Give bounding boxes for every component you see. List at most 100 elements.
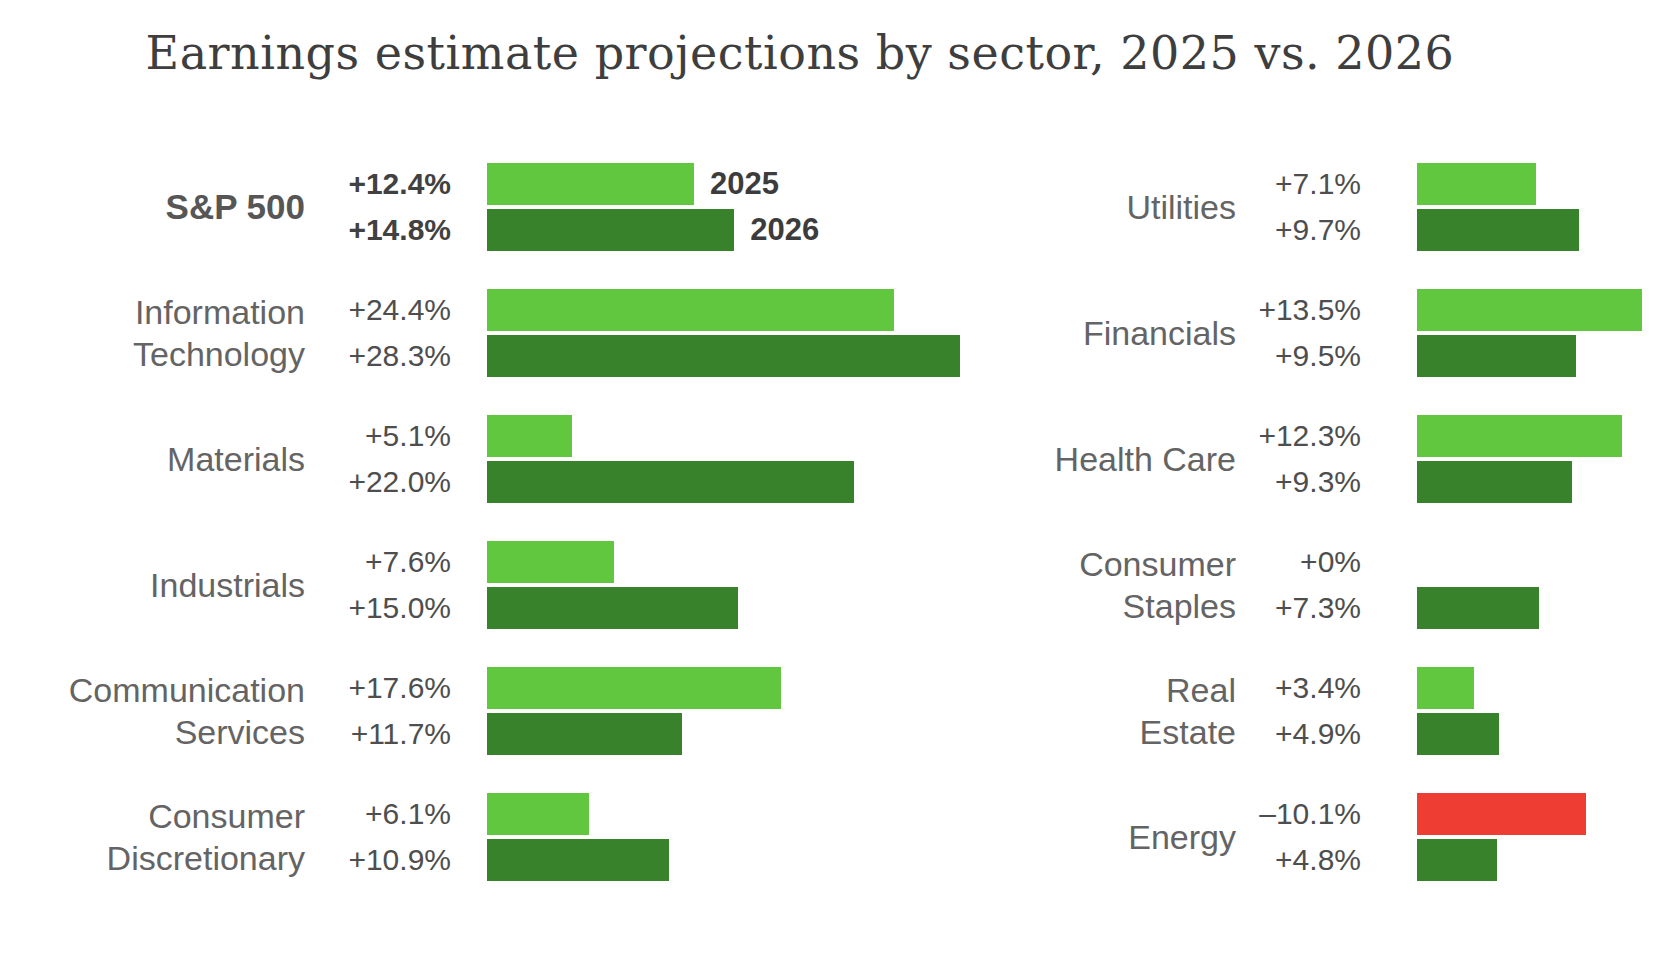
value-label-2026: +28.3% [305, 339, 487, 373]
bar-pair: +7.6% +15.0% [305, 539, 738, 631]
row-industrials: Industrials +7.6% +15.0% [0, 522, 1040, 648]
value-label-2026: +4.9% [1236, 717, 1417, 751]
bar-2025 [487, 793, 589, 835]
sector-label: Financials [930, 312, 1236, 355]
sector-label: Real Estate [930, 669, 1236, 754]
value-label-2026: +14.8% [305, 213, 487, 247]
bar-2025 [1417, 667, 1474, 709]
bar-pair: +12.4% 2025 +14.8% 2026 [305, 161, 819, 253]
row-materials: Materials +5.1% +22.0% [0, 396, 1040, 522]
row-consumer-discretionary: Consumer Discretionary +6.1% +10.9% [0, 774, 1040, 900]
sector-label: Information Technology [0, 291, 305, 376]
row-health-care: Health Care +12.3% +9.3% [930, 396, 1667, 522]
value-label-2026: +22.0% [305, 465, 487, 499]
value-label-2025: +12.3% [1236, 419, 1417, 453]
sector-label-line: Financials [930, 312, 1236, 355]
bar-2026 [487, 209, 734, 251]
sector-label: Industrials [0, 564, 305, 607]
sector-label: S&P 500 [0, 185, 305, 229]
sector-label-line: Materials [0, 438, 305, 481]
bar-pair: +6.1% +10.9% [305, 791, 669, 883]
sector-label-line: Estate [930, 711, 1236, 754]
bar-2025 [1417, 289, 1642, 331]
value-label-2025: +12.4% [305, 167, 487, 201]
bar-2026 [487, 335, 960, 377]
chart-column-right: Utilities +7.1% +9.7% Financials [930, 144, 1667, 900]
value-label-2026: +11.7% [305, 717, 487, 751]
bar-pair: +5.1% +22.0% [305, 413, 854, 505]
value-label-2025: +3.4% [1236, 671, 1417, 705]
bar-2026 [1417, 209, 1579, 251]
bar-pair: +3.4% +4.9% [1236, 665, 1499, 757]
bar-2025-negative [1417, 793, 1586, 835]
sector-label-line: Utilities [930, 186, 1236, 229]
bar-2025 [1417, 415, 1622, 457]
row-sp500: S&P 500 +12.4% 2025 +14.8% 2026 [0, 144, 1040, 270]
sector-label-line: Real [930, 669, 1236, 712]
bar-2026 [1417, 713, 1499, 755]
bar-2026 [1417, 839, 1497, 881]
value-label-2026: +9.7% [1236, 213, 1417, 247]
bar-2026 [1417, 461, 1572, 503]
value-label-2025: +7.6% [305, 545, 487, 579]
sector-label: Consumer Discretionary [0, 795, 305, 880]
chart-canvas: Earnings estimate projections by sector,… [0, 0, 1667, 956]
sector-label-line: Energy [930, 816, 1236, 859]
sector-label-line: Consumer [930, 543, 1236, 586]
value-label-2025: +0% [1236, 545, 1417, 579]
sector-label-line: Staples [930, 585, 1236, 628]
sector-label-line: Communication [0, 669, 305, 712]
value-label-2026: +10.9% [305, 843, 487, 877]
bar-2025 [487, 667, 781, 709]
sector-label: Energy [930, 816, 1236, 859]
row-information-technology: Information Technology +24.4% +28.3% [0, 270, 1040, 396]
sector-label-line: Health Care [930, 438, 1236, 481]
bar-2025 [487, 163, 694, 205]
row-communication-services: Communication Services +17.6% +11.7% [0, 648, 1040, 774]
row-utilities: Utilities +7.1% +9.7% [930, 144, 1667, 270]
bar-pair: +7.1% +9.7% [1236, 161, 1579, 253]
sector-label-line: S&P 500 [0, 185, 305, 229]
value-label-2026: +9.3% [1236, 465, 1417, 499]
value-label-2025: +17.6% [305, 671, 487, 705]
sector-label: Utilities [930, 186, 1236, 229]
sector-label-line: Services [0, 711, 305, 754]
bar-pair: +24.4% +28.3% [305, 287, 960, 379]
bar-2026 [1417, 587, 1539, 629]
bar-2026 [487, 587, 738, 629]
row-energy: Energy –10.1% +4.8% [930, 774, 1667, 900]
sector-label: Materials [0, 438, 305, 481]
value-label-2025: +13.5% [1236, 293, 1417, 327]
sector-label: Health Care [930, 438, 1236, 481]
value-label-2025: –10.1% [1236, 797, 1417, 831]
bar-pair: +13.5% +9.5% [1236, 287, 1642, 379]
bar-2026 [1417, 335, 1576, 377]
bar-pair: +12.3% +9.3% [1236, 413, 1622, 505]
row-real-estate: Real Estate +3.4% +4.9% [930, 648, 1667, 774]
bar-pair: –10.1% +4.8% [1236, 791, 1586, 883]
value-label-2026: +9.5% [1236, 339, 1417, 373]
value-label-2026: +7.3% [1236, 591, 1417, 625]
value-label-2025: +7.1% [1236, 167, 1417, 201]
bar-2025 [487, 541, 614, 583]
bar-2026 [487, 461, 854, 503]
value-label-2025: +24.4% [305, 293, 487, 327]
value-label-2025: +6.1% [305, 797, 487, 831]
bar-2026 [487, 713, 682, 755]
bar-2025 [487, 415, 572, 457]
chart-title: Earnings estimate projections by sector,… [0, 26, 1600, 80]
sector-label-line: Technology [0, 333, 305, 376]
bar-2025 [1417, 163, 1536, 205]
sector-label: Consumer Staples [930, 543, 1236, 628]
chart-column-left: S&P 500 +12.4% 2025 +14.8% 2026 Informat… [0, 144, 1040, 900]
value-label-2026: +15.0% [305, 591, 487, 625]
sector-label-line: Industrials [0, 564, 305, 607]
sector-label-line: Discretionary [0, 837, 305, 880]
bar-pair: +17.6% +11.7% [305, 665, 781, 757]
sector-label: Communication Services [0, 669, 305, 754]
row-financials: Financials +13.5% +9.5% [930, 270, 1667, 396]
bar-2025 [487, 289, 894, 331]
bar-2026 [487, 839, 669, 881]
sector-label-line: Consumer [0, 795, 305, 838]
legend-2026: 2026 [750, 212, 819, 248]
